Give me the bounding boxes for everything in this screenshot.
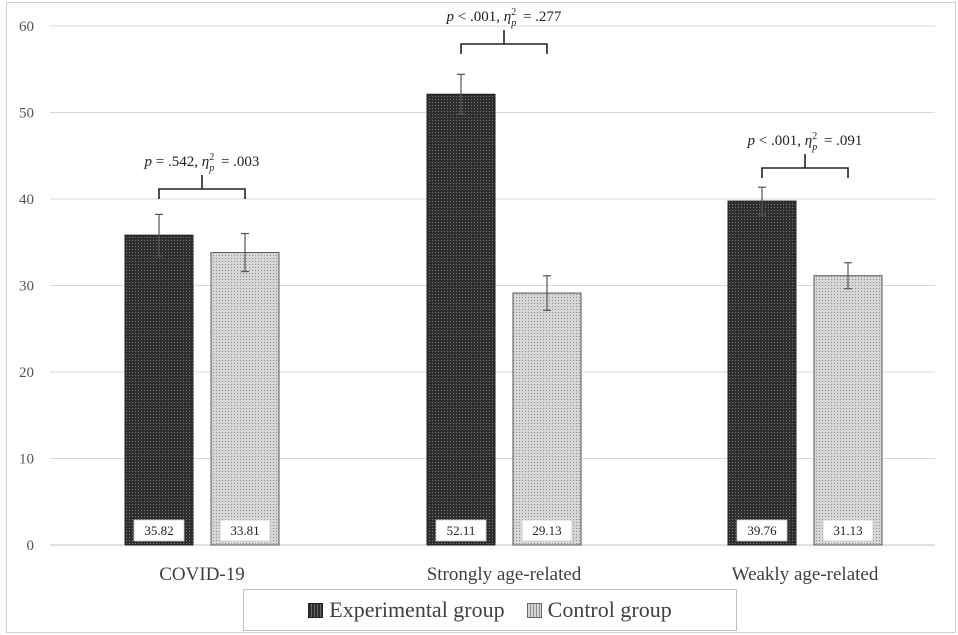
data-label-0-1: 52.11 xyxy=(447,523,476,538)
bar-control-0 xyxy=(210,252,280,546)
eta-value: = .091 xyxy=(820,133,862,149)
eta-superscript: 2 xyxy=(511,7,516,18)
bar-control-2 xyxy=(813,275,883,546)
p-symbol: p xyxy=(144,154,153,170)
eta-subscript: p xyxy=(811,142,817,153)
data-label-1-1: 29.13 xyxy=(532,523,561,538)
eta-symbol: η xyxy=(805,133,812,149)
y-tick-label-10: 10 xyxy=(19,452,34,468)
legend-item-experimental: Experimental group xyxy=(308,597,505,623)
legend-swatch-experimental xyxy=(308,602,324,618)
legend-item-control: Control group xyxy=(526,597,672,623)
data-label-box-1-0 xyxy=(219,519,271,542)
eta-superscript: 2 xyxy=(812,131,817,142)
y-axis-ticks: 0 10 20 30 40 50 60 xyxy=(19,19,34,554)
data-label-1-0: 33.81 xyxy=(230,523,259,538)
bar-control-1 xyxy=(512,292,582,546)
data-label-0-0: 35.82 xyxy=(144,523,173,538)
data-label-box-0-1 xyxy=(435,519,487,542)
p-symbol: p xyxy=(747,133,756,149)
legend-swatch-control xyxy=(526,602,542,618)
y-tick-label-60: 60 xyxy=(19,19,34,35)
category-label-0: COVID-19 xyxy=(159,564,245,585)
category-label-1: Strongly age-related xyxy=(427,564,582,585)
significance-text-1: p < .001, η2 p = .277 xyxy=(446,7,562,29)
x-axis-categories: COVID-19 Strongly age-related Weakly age-r… xyxy=(159,564,879,585)
data-label-0-2: 39.76 xyxy=(747,523,777,538)
y-tick-label-20: 20 xyxy=(19,365,34,381)
p-value: < .001, xyxy=(454,9,504,25)
eta-symbol: η xyxy=(504,9,511,25)
data-label-box-0-0 xyxy=(133,519,185,542)
bars xyxy=(124,73,883,546)
p-value: = .542, xyxy=(152,154,202,170)
legend-label-control: Control group xyxy=(547,597,672,622)
bar-experimental-0 xyxy=(124,234,194,546)
data-label-1-2: 31.13 xyxy=(833,523,862,538)
y-tick-label-0: 0 xyxy=(27,538,35,554)
data-label-box-1-1 xyxy=(521,519,573,542)
bar-experimental-2 xyxy=(727,200,797,546)
p-symbol: p xyxy=(446,9,455,25)
y-tick-label-50: 50 xyxy=(19,106,34,122)
legend: Experimental group Control group xyxy=(243,589,737,631)
chart-frame xyxy=(6,2,956,633)
significance-bracket-1 xyxy=(460,30,548,54)
significance-text-2: p < .001, η2 p = .091 xyxy=(747,131,863,153)
eta-value: = .277 xyxy=(519,9,562,25)
eta-superscript: 2 xyxy=(209,152,214,163)
data-label-box-0-2 xyxy=(736,519,788,542)
data-label-box-1-2 xyxy=(822,519,874,542)
p-value: < .001, xyxy=(755,133,805,149)
significance-text-0: p = .542, η2 p = .003 xyxy=(144,152,260,174)
eta-value: = .003 xyxy=(217,154,259,170)
bar-experimental-1 xyxy=(426,93,496,546)
significance-bracket-2 xyxy=(761,154,849,178)
y-tick-label-40: 40 xyxy=(19,192,34,208)
eta-symbol: η xyxy=(202,154,209,170)
category-label-2: Weakly age-related xyxy=(732,564,879,585)
eta-subscript: p xyxy=(510,18,516,29)
eta-subscript: p xyxy=(208,163,214,174)
significance-bracket-0 xyxy=(158,175,246,199)
legend-label-experimental: Experimental group xyxy=(329,597,505,622)
y-tick-label-30: 30 xyxy=(19,279,34,295)
data-labels: 35.82 33.81 52.11 29.13 39.76 31.13 xyxy=(133,519,874,542)
